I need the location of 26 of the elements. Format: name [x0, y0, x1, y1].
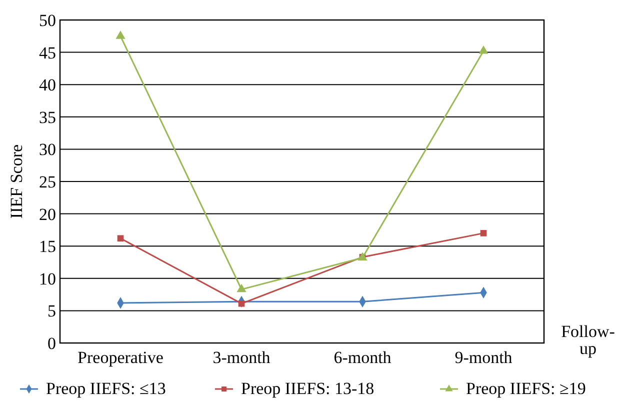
legend-label: Preop IIEFS: 13-18: [241, 379, 374, 398]
point: [238, 300, 245, 307]
x-tick-label: 3-month: [212, 348, 271, 367]
y-tick-label: 40: [39, 76, 56, 95]
y-tick-label: 35: [39, 108, 56, 127]
x-tick-label: Preoperative: [78, 348, 164, 367]
y-axis-title: IIEF Score: [7, 144, 26, 219]
y-tick-label: 15: [39, 237, 56, 256]
x-axis-title: Follow-up: [561, 322, 616, 358]
y-tick-label: 50: [39, 10, 56, 30]
y-tick-label: 0: [48, 334, 56, 353]
y-tick-label: 45: [39, 43, 56, 62]
x-tick-label: 9-month: [454, 348, 513, 367]
legend-label: Preop IIEFS: ≤13: [46, 379, 166, 398]
point: [117, 235, 124, 242]
point: [116, 30, 126, 39]
y-tick-label: 20: [39, 204, 56, 224]
y-tick-label: 25: [39, 172, 56, 192]
y-tick-label: 10: [39, 269, 56, 288]
x-tick-label: 6-month: [334, 348, 392, 367]
y-tick-label: 5: [48, 302, 56, 321]
point: [236, 284, 246, 292]
point: [480, 230, 487, 236]
legend-label: Preop IIEFS: ≥19: [466, 379, 586, 398]
point: [478, 45, 488, 54]
y-tick-label: 30: [39, 140, 56, 160]
